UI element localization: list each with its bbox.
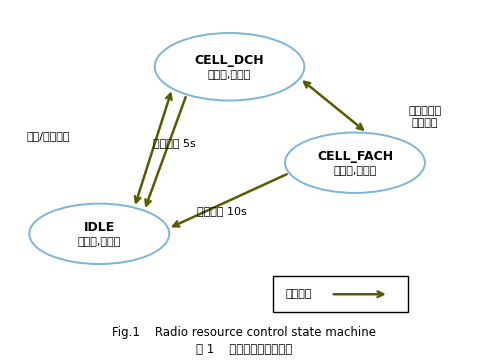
Text: 高带宽,高功耗: 高带宽,高功耗 xyxy=(208,70,251,79)
Text: 图 1    无线资源控制状态机: 图 1 无线资源控制状态机 xyxy=(196,343,292,356)
Text: Fig.1    Radio resource control state machine: Fig.1 Radio resource control state machi… xyxy=(112,326,376,339)
Text: 持续空闲 10s: 持续空闲 10s xyxy=(198,206,247,216)
Text: 无带宽,低功耗: 无带宽,低功耗 xyxy=(78,237,121,247)
Text: 大于阈值: 大于阈值 xyxy=(412,118,438,127)
Text: CELL_FACH: CELL_FACH xyxy=(317,150,393,163)
Text: 状态转移: 状态转移 xyxy=(285,289,311,299)
Text: CELL_DCH: CELL_DCH xyxy=(195,54,264,67)
Text: 接收/发送数据: 接收/发送数据 xyxy=(27,131,70,141)
Text: IDLE: IDLE xyxy=(83,221,115,234)
Text: 传输数据量: 传输数据量 xyxy=(408,106,442,116)
Text: 低带宽,中功耗: 低带宽,中功耗 xyxy=(333,166,377,175)
Text: 持续空闲 5s: 持续空闲 5s xyxy=(153,138,195,148)
